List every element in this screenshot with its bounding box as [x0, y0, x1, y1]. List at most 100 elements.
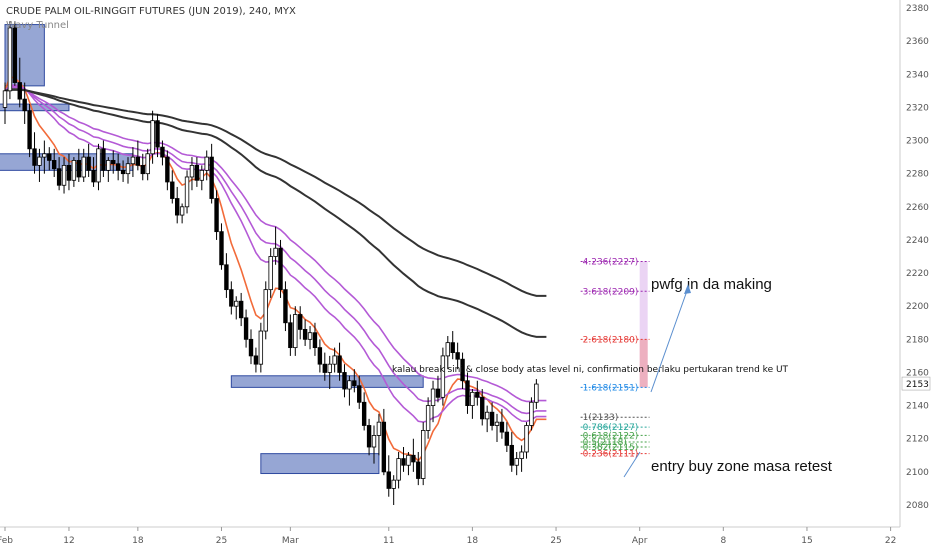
candle-body: [514, 458, 519, 466]
y-tick-label: 2200: [906, 302, 929, 312]
candle-body: [327, 363, 332, 373]
zone-2320: [0, 103, 70, 112]
y-tick-label: 2220: [906, 269, 929, 279]
candle-body: [234, 300, 239, 307]
candle-body: [170, 181, 175, 199]
fib-band-red: [639, 339, 648, 388]
candle-layer: [2, 21, 539, 505]
candle-body: [445, 342, 450, 357]
candle-body: [411, 454, 416, 463]
fib-label-7: 0.5(2118): [583, 438, 627, 448]
candle-body: [297, 314, 303, 330]
y-tick-label: 2340: [906, 70, 929, 80]
candle-body: [283, 289, 288, 324]
candle-body: [263, 289, 268, 332]
candle-body: [111, 160, 116, 165]
y-tick-label: 2240: [906, 236, 929, 246]
candle-body: [214, 198, 219, 233]
candle-body: [470, 391, 475, 407]
candle-body: [386, 471, 391, 489]
candle-body: [37, 156, 42, 166]
x-tick-label: 25: [550, 536, 561, 546]
candle-body: [258, 330, 264, 365]
x-tick-label: Mar: [282, 536, 299, 546]
y-tick-label: 2120: [906, 435, 929, 445]
x-tick-label: 22: [885, 536, 896, 546]
candle-body: [302, 328, 308, 340]
candle-body: [194, 164, 200, 181]
candle-body: [47, 153, 52, 161]
y-tick-label: 2180: [906, 335, 929, 345]
candle-body: [534, 383, 539, 403]
y-tick-label: 2300: [906, 137, 929, 147]
pwfg-note: pwfg in da making: [651, 276, 772, 293]
zone-2153: [230, 375, 424, 388]
candle-body: [2, 90, 8, 108]
candle-body: [268, 256, 273, 291]
title-block: CRUDE PALM OIL-RINGGIT FUTURES (JUN 2019…: [6, 6, 296, 31]
x-tick-label: 18: [467, 536, 479, 546]
entry-note: entry buy zone masa retest: [651, 458, 833, 475]
candle-body: [465, 380, 470, 407]
chart-title: CRUDE PALM OIL-RINGGIT FUTURES (JUN 2019…: [6, 6, 296, 17]
ma-slow-2: [4, 88, 547, 297]
x-tick-label: Apr: [632, 536, 648, 546]
candle-body: [61, 164, 67, 186]
candle-body: [435, 388, 441, 398]
candle-body: [494, 421, 500, 426]
candle-body: [401, 458, 406, 466]
confirm-note: kalau break sini & close body atas level…: [392, 365, 789, 375]
candle-body: [489, 411, 495, 426]
candle-body: [174, 198, 180, 216]
candle-body: [396, 458, 401, 481]
y-tick-label: 2160: [906, 368, 929, 378]
candle-body: [332, 355, 337, 365]
ma-slow-1: [4, 88, 547, 338]
candle-body: [371, 435, 377, 448]
candle-body: [12, 27, 18, 83]
fib-label-3: 1.618(2151): [583, 383, 639, 393]
y-tick-label: 2280: [906, 170, 929, 180]
candle-body: [440, 355, 446, 398]
candle-body: [509, 444, 514, 466]
candle-body: [199, 169, 204, 181]
candle-body: [293, 314, 298, 349]
candle-body: [184, 176, 190, 208]
candle-body: [529, 401, 534, 426]
fib-label-6: 0.618(2122): [583, 431, 639, 441]
candle-body: [120, 169, 126, 175]
candle-body: [342, 372, 347, 390]
candle-body: [224, 264, 229, 291]
candle-body: [135, 156, 141, 166]
y-tick-label: 2260: [906, 203, 929, 213]
candle-body: [165, 156, 170, 183]
candle-body: [106, 160, 111, 171]
candle-body: [86, 156, 91, 171]
candle-body: [179, 206, 185, 216]
fib-label-1: 3.618(2209): [583, 287, 639, 297]
candle-body: [248, 338, 254, 357]
fib-label-8: 0.382(2115): [583, 443, 639, 453]
last-price-tag: 2153: [901, 376, 931, 391]
ma-tunnel-1: [4, 84, 547, 423]
y-tick-label: 2360: [906, 37, 929, 47]
candle-body: [288, 322, 293, 349]
candle-body: [352, 380, 357, 387]
candle-body: [17, 82, 22, 100]
candle-body: [416, 461, 421, 479]
candle-body: [317, 347, 323, 365]
candle-body: [450, 342, 455, 353]
candle-body: [22, 98, 27, 112]
entry-arrow: [623, 451, 641, 478]
x-tick-label: 15: [801, 536, 812, 546]
y-tick-label: 2140: [906, 402, 929, 412]
pwfg-arrowhead: [684, 284, 691, 294]
candle-body: [7, 27, 13, 92]
last-price-label: 2153: [906, 380, 929, 390]
x-tick-label: Feb: [0, 536, 13, 546]
wavy-tunnel-layer: [4, 75, 547, 463]
x-tick-label: 11: [383, 536, 394, 546]
candle-body: [524, 425, 529, 453]
